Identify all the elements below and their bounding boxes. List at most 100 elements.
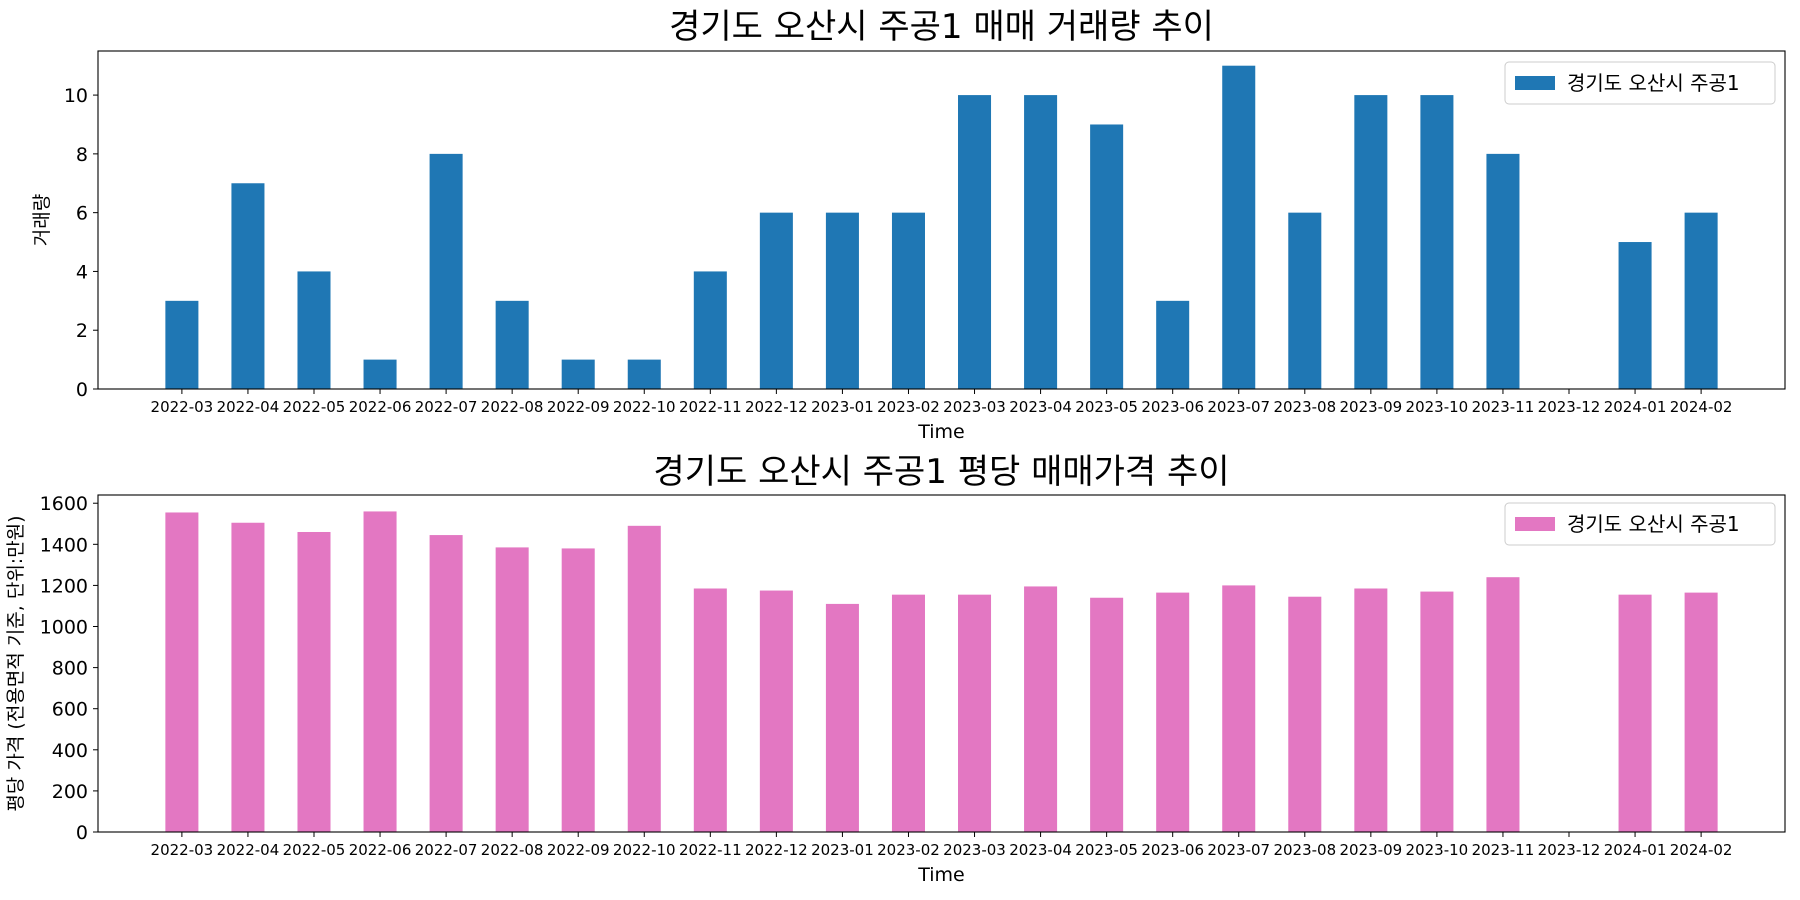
x-tick-label: 2022-04 (217, 398, 280, 416)
y-tick-label: 1600 (40, 493, 88, 515)
x-tick-label: 2022-08 (481, 398, 544, 416)
legend: 경기도 오산시 주공1 (1504, 61, 1776, 105)
x-tick-label: 2023-06 (1141, 841, 1204, 859)
x-tick-label: 2022-10 (613, 841, 676, 859)
x-tick-label: 2023-03 (943, 398, 1006, 416)
bar-2023-11 (1486, 153, 1520, 389)
x-tick-label: 2023-09 (1340, 398, 1403, 416)
bar-2022-06 (363, 359, 397, 389)
x-tick-label: 2023-01 (811, 398, 874, 416)
y-axis-label: 거래량 (31, 194, 53, 246)
bar-2022-12 (759, 590, 793, 832)
y-tick-label: 400 (52, 740, 88, 762)
x-tick-label: 2022-03 (151, 841, 214, 859)
x-tick-label: 2023-05 (1075, 398, 1138, 416)
y-tick-label: 1000 (40, 617, 88, 639)
chart-price-per-pyeong: 2022-03 2022-04 2022-05 2022-06 2022-07 2022-… (5, 452, 1786, 886)
bar-2022-07 (429, 535, 463, 832)
bar-2023-02 (891, 212, 925, 389)
x-tick-label: 2023-04 (1009, 841, 1072, 859)
bar-2023-04 (1024, 95, 1058, 389)
bar-2023-01 (825, 603, 859, 832)
y-tick-label: 0 (76, 379, 88, 401)
bar-2023-10 (1420, 95, 1454, 389)
x-tick-label: 2023-03 (943, 841, 1006, 859)
y-tick-label: 0 (76, 822, 88, 844)
x-tick-label: 2023-06 (1141, 398, 1204, 416)
bar-2023-01 (825, 212, 859, 389)
y-tick-label: 6 (76, 203, 88, 225)
plot-frame (97, 494, 1786, 833)
x-tick-label: 2023-12 (1538, 841, 1601, 859)
bar-2023-07 (1222, 585, 1256, 832)
bar-2023-08 (1288, 596, 1322, 832)
bar-2022-05 (297, 271, 331, 389)
x-tick-label: 2023-02 (877, 398, 940, 416)
bar-2023-08 (1288, 212, 1322, 389)
y-tick-label: 4 (76, 261, 88, 283)
x-tick-label: 2022-11 (679, 398, 742, 416)
bar-2022-04 (231, 183, 265, 389)
bar-2023-03 (958, 95, 992, 389)
y-tick-label: 1200 (40, 575, 88, 597)
x-tick-label: 2022-03 (151, 398, 214, 416)
bar-2023-06 (1156, 300, 1190, 389)
x-axis-label: Time (917, 421, 965, 443)
legend: 경기도 오산시 주공1 (1504, 502, 1776, 546)
chart-title: 경기도 오산시 주공1 매매 거래량 추이 (669, 7, 1214, 47)
x-tick-label: 2022-12 (745, 841, 808, 859)
y-tick-label: 8 (76, 144, 88, 166)
bar-2024-02 (1684, 592, 1718, 832)
x-tick-label: 2022-06 (349, 398, 412, 416)
bar-2023-04 (1024, 586, 1058, 832)
x-tick-label: 2023-10 (1406, 398, 1469, 416)
x-tick-label: 2023-01 (811, 841, 874, 859)
bar-2022-10 (627, 359, 661, 389)
y-tick-label: 800 (52, 658, 88, 680)
bar-2023-09 (1354, 95, 1388, 389)
x-axis-label: Time (917, 864, 965, 886)
bar-2022-08 (495, 300, 529, 389)
chart-trade-volume: 2022-03 2022-04 2022-05 2022-06 2022-07 2022-… (31, 7, 1786, 443)
bar-2023-10 (1420, 591, 1454, 832)
x-tick-label: 2024-01 (1604, 841, 1667, 859)
x-tick-label: 2023-10 (1406, 841, 1469, 859)
x-tick-label: 2024-01 (1604, 398, 1667, 416)
legend-swatch (1515, 76, 1555, 90)
bar-2024-01 (1618, 242, 1652, 389)
y-tick-label: 600 (52, 699, 88, 721)
bar-2023-02 (891, 594, 925, 832)
x-tick-label: 2024-02 (1670, 841, 1733, 859)
x-tick-label: 2022-05 (283, 398, 346, 416)
plot-frame (97, 50, 1786, 390)
bar-2022-06 (363, 511, 397, 832)
bar-2022-07 (429, 153, 463, 389)
x-tick-label: 2022-10 (613, 398, 676, 416)
bar-2022-12 (759, 212, 793, 389)
x-tick-label: 2022-07 (415, 398, 478, 416)
x-tick-label: 2022-07 (415, 841, 478, 859)
x-tick-label: 2022-08 (481, 841, 544, 859)
legend-box (1504, 502, 1776, 546)
x-tick-label: 2023-11 (1472, 841, 1535, 859)
bar-2022-09 (561, 359, 595, 389)
bar-2024-01 (1618, 594, 1652, 832)
x-tick-label: 2022-04 (217, 841, 280, 859)
bar-2023-09 (1354, 588, 1388, 832)
x-tick-label: 2022-12 (745, 398, 808, 416)
x-tick-label: 2023-09 (1340, 841, 1403, 859)
legend-box (1504, 61, 1776, 105)
bar-2023-07 (1222, 65, 1256, 389)
legend-swatch (1515, 517, 1555, 531)
x-tick-label: 2023-07 (1207, 841, 1270, 859)
legend-label: 경기도 오산시 주공1 (1567, 512, 1740, 536)
legend-label: 경기도 오산시 주공1 (1567, 71, 1740, 95)
x-tick-label: 2023-12 (1538, 398, 1601, 416)
y-tick-label: 2 (76, 320, 88, 342)
x-tick-label: 2023-04 (1009, 398, 1072, 416)
bar-2022-05 (297, 531, 331, 832)
chart-title: 경기도 오산시 주공1 평당 매매가격 추이 (653, 452, 1229, 492)
x-tick-label: 2022-05 (283, 841, 346, 859)
bar-2022-03 (165, 300, 199, 389)
